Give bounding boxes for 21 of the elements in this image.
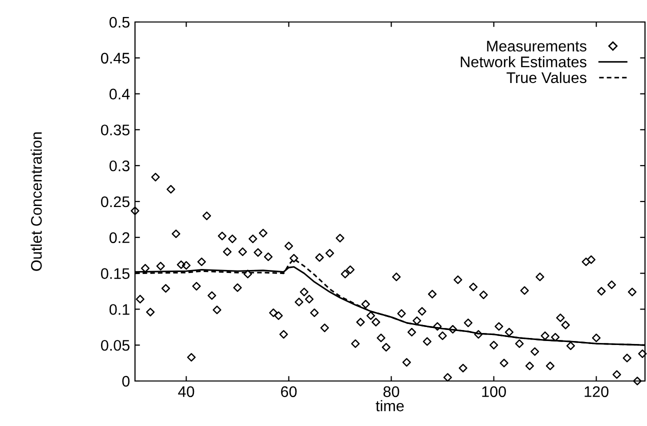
y-tick-label: 0.3 xyxy=(110,160,130,172)
y-tick-label: 0.15 xyxy=(101,268,130,279)
y-tick-label: 0.05 xyxy=(101,340,130,351)
x-axis-title: time xyxy=(376,400,404,412)
y-tick-label: 0.45 xyxy=(101,52,130,64)
y-tick-label: 0.5 xyxy=(110,16,130,28)
x-tick-label: 60 xyxy=(281,386,297,398)
y-tick-label: 0.25 xyxy=(101,196,130,208)
y-tick-label: 0.1 xyxy=(110,304,130,315)
legend-label: Measurements xyxy=(487,40,586,52)
x-tick-label: 100 xyxy=(482,386,506,398)
y-tick-label: 0.4 xyxy=(110,88,130,100)
x-tick-label: 120 xyxy=(584,386,608,398)
y-tick-label: 0.2 xyxy=(110,232,130,244)
x-tick-label: 40 xyxy=(178,386,194,398)
x-tick-label: 80 xyxy=(383,386,400,398)
y-tick-label: 0.35 xyxy=(101,124,130,136)
legend-label: Network Estimates xyxy=(460,56,586,68)
y-tick-label: 0 xyxy=(122,376,130,387)
legend-label: True Values xyxy=(506,72,586,84)
y-axis-title: Outlet Concentration xyxy=(30,132,42,271)
